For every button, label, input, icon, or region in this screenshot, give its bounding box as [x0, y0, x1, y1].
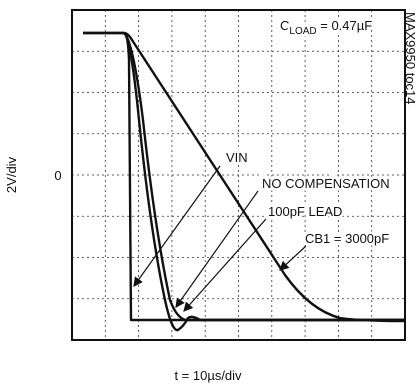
annotation: CB1 = 3000pF [305, 231, 389, 246]
side-note: MAX9950 toc14 [403, 12, 417, 105]
annotation: 100pF LEAD [268, 204, 342, 219]
annotation: VIN [226, 150, 248, 165]
cb1-curve [123, 31, 406, 323]
annotation-arrows [133, 165, 307, 312]
lead-curve [123, 32, 405, 322]
x-axis-label: t = 10µs/div [174, 368, 242, 383]
y-axis-label: 2V/div [4, 156, 19, 193]
curves [83, 31, 406, 332]
zero-label: 0 [54, 168, 61, 183]
load-symbol: C [280, 18, 289, 33]
no-compensation-curve [83, 31, 405, 332]
load-label: CLOAD = 0.47µF [280, 18, 372, 37]
load-value: = 0.47µF [317, 18, 373, 33]
load-subscript: LOAD [289, 26, 316, 37]
annotation: NO COMPENSATION [262, 176, 390, 191]
